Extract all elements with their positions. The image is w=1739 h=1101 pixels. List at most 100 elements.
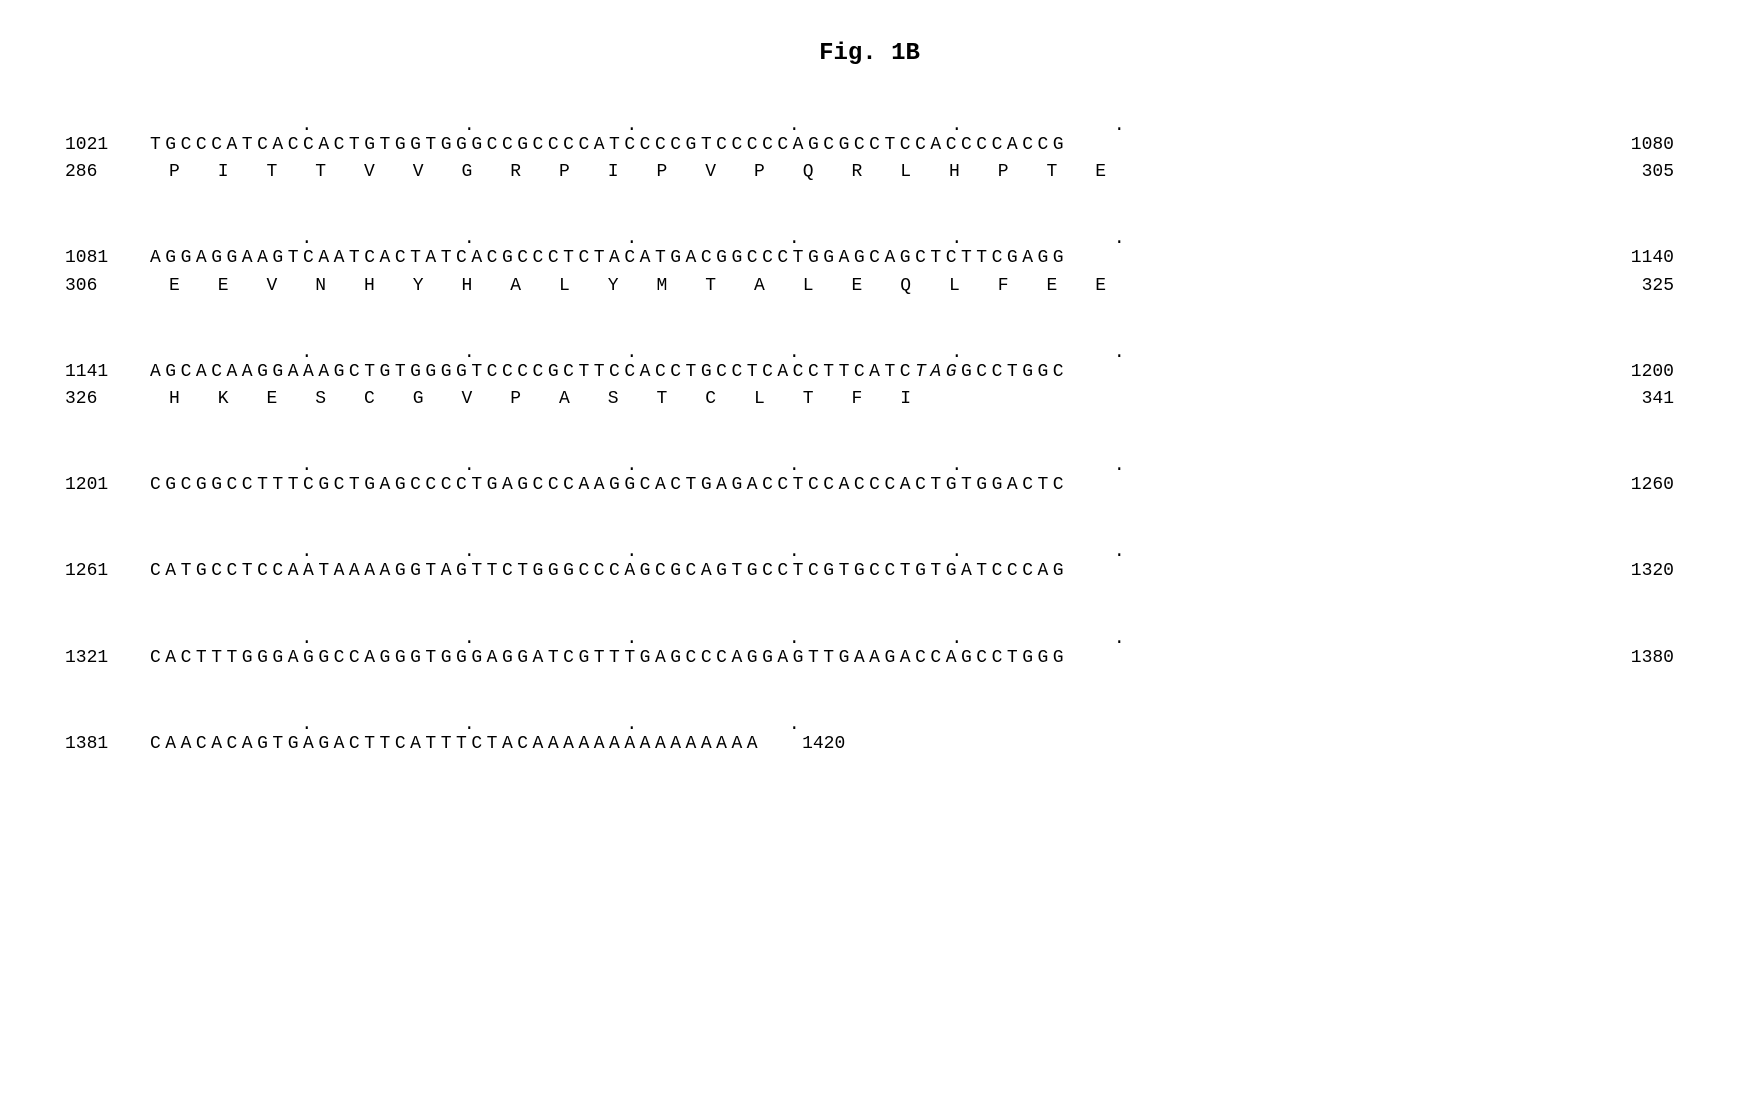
amino-acid-sequence: EEVNHYHALYMTALEQLFEE — [150, 274, 1589, 299]
amino-acid: C — [345, 387, 394, 412]
amino-acid: A — [540, 387, 589, 412]
tick-mark: . — [951, 630, 966, 648]
amino-acid: E — [199, 274, 248, 299]
nuc-end-position: 1260 — [1589, 473, 1679, 498]
amino-acid: N — [296, 274, 345, 299]
amino-acid: V — [394, 160, 443, 185]
amino-acid: E — [1076, 274, 1125, 299]
tick-row: .... — [60, 716, 1679, 730]
tick-mark: . — [626, 543, 641, 561]
amino-acid: P — [638, 160, 687, 185]
tick-row: ...... — [60, 543, 1679, 557]
tick-mark: . — [789, 716, 804, 734]
tick-mark: . — [464, 457, 479, 475]
amino-acid: P — [150, 160, 199, 185]
amino-acid: M — [638, 274, 687, 299]
amino-acid: E — [1076, 160, 1125, 185]
sequence-block: ...... 1141AGCACAAGGAAAGCTGTGGGGTCCCCGCTT… — [60, 344, 1679, 412]
amino-acid: E — [150, 274, 199, 299]
tick-mark: . — [301, 630, 316, 648]
amino-acid: V — [248, 274, 297, 299]
tick-mark: . — [951, 344, 966, 362]
nuc-start-position: 1381 — [60, 732, 150, 757]
amino-acid: I — [589, 160, 638, 185]
nucleotide-sequence: CACTTTGGGAGGCCAGGGTGGGAGGATCGTTTGAGCCCAG… — [150, 646, 1589, 671]
amino-acid: F — [979, 274, 1028, 299]
tick-mark: . — [626, 344, 641, 362]
amino-acid: L — [881, 160, 930, 185]
tick-mark: . — [464, 543, 479, 561]
nucleotide-sequence: CATGCCTCCAATAAAAGGTAGTTCTGGGCCCAGCGCAGTG… — [150, 559, 1589, 584]
tick-mark: . — [301, 117, 316, 135]
amino-acid: Q — [784, 160, 833, 185]
amino-acid: L — [784, 274, 833, 299]
amino-acid: L — [930, 274, 979, 299]
amino-acid: F — [833, 387, 882, 412]
sequence-container: ......1021TGCCCATCACCACTGTGGTGGGCCGCCCCA… — [60, 117, 1679, 757]
amino-acid: Y — [394, 274, 443, 299]
tick-mark: . — [789, 344, 804, 362]
nucleotide-row: 1261CATGCCTCCAATAAAAGGTAGTTCTGGGCCCAGCGC… — [60, 559, 1679, 584]
sequence-block: ...... 1021TGCCCATCACCACTGTGGTGGGCCGCCCCA… — [60, 117, 1679, 185]
nuc-start-position: 1081 — [60, 246, 150, 271]
nucleotide-sequence: AGGAGGAAGTCAATCACTATCACGCCCTCTACATGACGGC… — [150, 246, 1589, 271]
aa-end-position: 305 — [1589, 160, 1679, 185]
nuc-end-position: 1420 — [802, 734, 845, 754]
amino-acid: Q — [881, 274, 930, 299]
tick-mark: . — [951, 117, 966, 135]
tick-mark: . — [626, 716, 641, 734]
tick-mark: . — [789, 117, 804, 135]
amino-acid-row: 306EEVNHYHALYMTALEQLFEE325 — [60, 274, 1679, 299]
amino-acid: V — [686, 160, 735, 185]
nucleotide-row: 1021TGCCCATCACCACTGTGGTGGGCCGCCCCATCCCCG… — [60, 133, 1679, 158]
amino-acid-sequence: HKESCGVPASTCLTFI — [150, 387, 1589, 412]
amino-acid: P — [540, 160, 589, 185]
amino-acid: E — [1028, 274, 1077, 299]
tick-mark: . — [301, 543, 316, 561]
amino-acid: T — [638, 387, 687, 412]
tick-mark: . — [464, 344, 479, 362]
nucleotide-sequence: CAACACAGTGAGACTTCATTTCTACAAAAAAAAAAAAAAA… — [150, 732, 1589, 757]
tick-mark: . — [626, 630, 641, 648]
tick-mark: . — [1114, 630, 1129, 648]
nucleotide-row: 1381CAACACAGTGAGACTTCATTTCTACAAAAAAAAAAA… — [60, 732, 1679, 757]
tick-mark: . — [626, 117, 641, 135]
nucleotide-sequence: TGCCCATCACCACTGTGGTGGGCCGCCCCATCCCCGTCCC… — [150, 133, 1589, 158]
amino-acid-row: 326HKESCGVPASTCLTFI341 — [60, 387, 1679, 412]
nucleotide-row: 1321CACTTTGGGAGGCCAGGGTGGGAGGATCGTTTGAGC… — [60, 646, 1679, 671]
amino-acid: R — [833, 160, 882, 185]
amino-acid: I — [199, 160, 248, 185]
amino-acid: T — [686, 274, 735, 299]
nuc-start-position: 1141 — [60, 360, 150, 385]
amino-acid: T — [248, 160, 297, 185]
amino-acid: Y — [589, 274, 638, 299]
aa-start-position: 326 — [60, 387, 150, 412]
amino-acid: T — [296, 160, 345, 185]
tick-mark: . — [1114, 230, 1129, 248]
nucleotide-row: 1081AGGAGGAAGTCAATCACTATCACGCCCTCTACATGA… — [60, 246, 1679, 271]
amino-acid: P — [979, 160, 1028, 185]
amino-acid: C — [686, 387, 735, 412]
tick-mark: . — [301, 230, 316, 248]
amino-acid-sequence: PITTVVGRPIPVPQRLHPTE — [150, 160, 1589, 185]
nuc-start-position: 1021 — [60, 133, 150, 158]
nucleotide-row: 1141AGCACAAGGAAAGCTGTGGGGTCCCCGCTTCCACCT… — [60, 360, 1679, 385]
tick-row: ...... — [60, 344, 1679, 358]
amino-acid: A — [491, 274, 540, 299]
amino-acid: H — [150, 387, 199, 412]
tick-row: ...... — [60, 230, 1679, 244]
aa-end-position: 341 — [1589, 387, 1679, 412]
amino-acid: A — [735, 274, 784, 299]
tick-mark: . — [301, 344, 316, 362]
figure-title: Fig. 1B — [60, 40, 1679, 67]
amino-acid: L — [540, 274, 589, 299]
sequence-block: ...... 1261CATGCCTCCAATAAAAGGTAGTTCTGGGCC… — [60, 543, 1679, 584]
tick-mark: . — [951, 457, 966, 475]
tick-row: ...... — [60, 117, 1679, 131]
aa-start-position: 306 — [60, 274, 150, 299]
tick-mark: . — [789, 230, 804, 248]
tick-mark: . — [789, 630, 804, 648]
nuc-start-position: 1261 — [60, 559, 150, 584]
amino-acid: I — [881, 387, 930, 412]
tick-mark: . — [301, 716, 316, 734]
